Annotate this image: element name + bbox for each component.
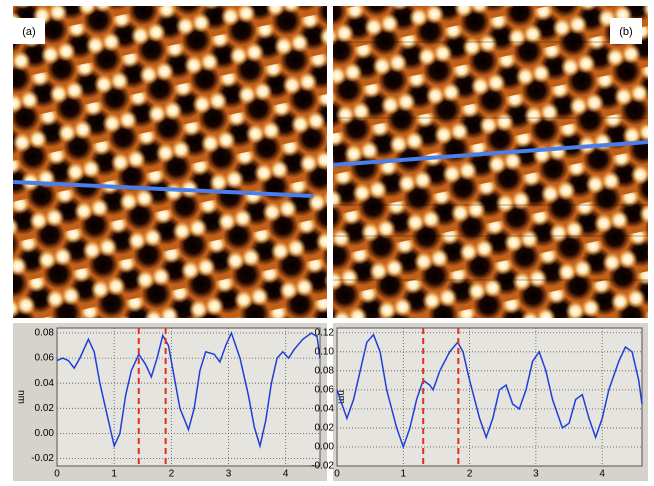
scan-noise: [333, 41, 648, 281]
y-tick-label: 0.02: [315, 423, 335, 434]
y-tick-label: 0.12: [315, 327, 335, 338]
y-axis-label: nm: [15, 390, 26, 404]
y-tick-label: 0.10: [315, 346, 335, 357]
x-tick-label: 3: [226, 469, 232, 480]
x-tick-label: 2: [467, 469, 473, 480]
y-tick-label: -0.02: [31, 453, 54, 464]
x-tick-label: 3: [533, 469, 539, 480]
x-tick-label: 1: [111, 469, 117, 480]
profile-curve: [336, 333, 643, 450]
x-tick-label: 0: [54, 469, 60, 480]
profile-curve: [56, 330, 321, 449]
panel-label: (b): [619, 26, 632, 38]
x-tick-label: 4: [283, 469, 289, 480]
panel-label: (a): [22, 26, 35, 38]
x-tick-label: 0: [334, 469, 340, 480]
label-box: [610, 18, 642, 44]
y-tick-label: 0.08: [35, 328, 55, 339]
plot-area: [56, 327, 321, 467]
profile-line: [332, 140, 649, 167]
y-tick-label: 0.08: [315, 365, 335, 376]
y-tick-label: -0.02: [311, 461, 334, 472]
x-tick-label: 2: [169, 469, 175, 480]
y-tick-label: 0.04: [315, 404, 335, 415]
stm-image-a: [13, 6, 327, 318]
y-tick-label: 0.06: [35, 353, 55, 364]
y-tick-label: 0.00: [35, 428, 55, 439]
y-tick-label: 0.04: [35, 378, 55, 389]
y-tick-label: 0.00: [315, 442, 335, 453]
y-tick-label: 0.02: [35, 403, 55, 414]
y-tick-label: 0.06: [315, 385, 335, 396]
profile-line: [12, 180, 314, 198]
x-tick-label: 4: [599, 469, 605, 480]
plot-area: [336, 327, 643, 467]
x-tick-label: 1: [401, 469, 407, 480]
y-axis-label: nm: [335, 390, 346, 404]
label-box: [13, 18, 45, 44]
